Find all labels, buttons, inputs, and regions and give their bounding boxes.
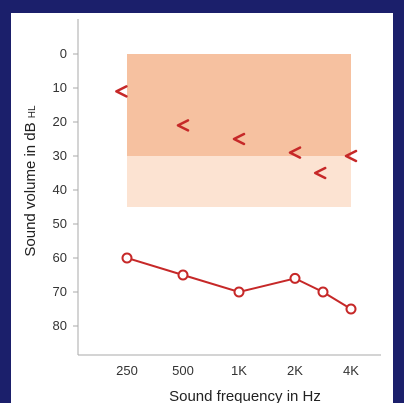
x-tick-labels: 250 500 1K 2K 4K: [116, 363, 359, 378]
y-axis-unit: HL: [27, 105, 38, 118]
y-tick-label: 10: [53, 80, 67, 95]
data-point-circle: [121, 252, 133, 264]
data-point-bracket: [344, 149, 358, 163]
data-point-circle: [177, 269, 189, 281]
y-axis-title-text: Sound volume in dB: [22, 122, 39, 256]
shaded-region-1: [127, 156, 351, 207]
y-tick-label: 30: [53, 148, 67, 163]
x-tick-label: 4K: [343, 363, 359, 378]
shaded-region-0: [127, 54, 351, 156]
data-point-bracket: [176, 119, 190, 132]
y-tick-label: 40: [53, 182, 67, 197]
x-axis-title: Sound frequency in Hz: [169, 388, 321, 403]
y-tick-label: 50: [53, 216, 67, 231]
data-point-circle: [317, 286, 329, 298]
data-point-bracket: [115, 85, 128, 98]
shaded-regions: [127, 54, 351, 207]
y-tick-label: 20: [53, 114, 67, 129]
y-tick-label: 80: [53, 318, 67, 333]
x-tick-label: 2K: [287, 363, 303, 378]
data-point-bracket: [313, 166, 327, 180]
x-tick-label: 500: [172, 363, 194, 378]
data-point-circle: [289, 272, 301, 284]
series-line: [126, 257, 352, 310]
data-point-circle: [233, 286, 245, 298]
chart-panel: 0 10 20 30 40 50 60 70 80 250 500 1K 2K 4K Sound vol…: [11, 13, 393, 403]
data-point-circle: [345, 303, 357, 315]
y-tick-label: 60: [53, 250, 67, 265]
y-tick-label: 0: [60, 46, 67, 61]
audiogram-chart: 0 10 20 30 40 50 60 70 80 250 500 1K 2K 4K Sound vol…: [22, 19, 381, 403]
y-axis-title: Sound volume in dB HL: [22, 105, 39, 257]
y-tick-label: 70: [53, 284, 67, 299]
x-tick-label: 1K: [231, 363, 247, 378]
y-tick-labels: 0 10 20 30 40 50 60 70 80: [53, 46, 78, 333]
series-layer: [115, 85, 358, 315]
data-point-bracket: [232, 132, 246, 146]
data-point-bracket: [288, 146, 302, 159]
x-tick-label: 250: [116, 363, 138, 378]
